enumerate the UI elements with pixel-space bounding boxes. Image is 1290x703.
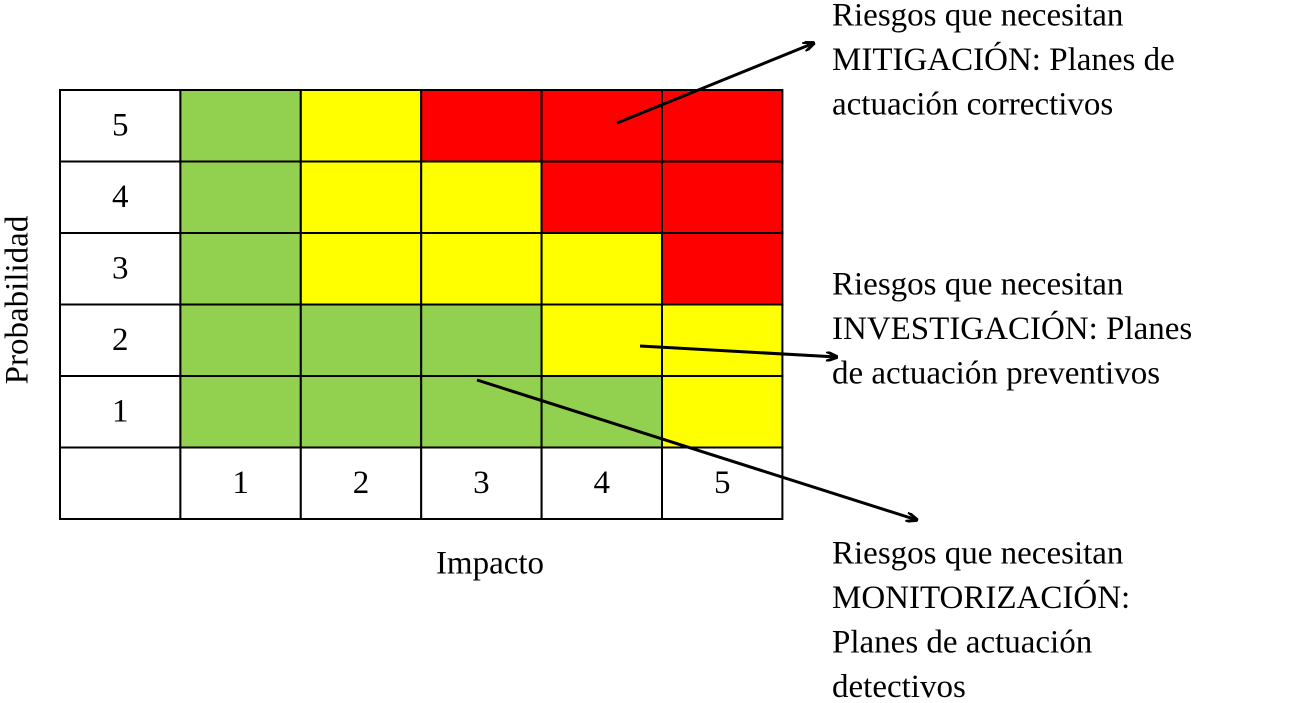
risk-cell	[299, 375, 423, 449]
column-label: 4	[594, 465, 611, 501]
arrow	[639, 344, 837, 357]
annotation-line: MITIGACIÓN: Planes de	[832, 40, 1175, 78]
risk-cell	[540, 89, 663, 163]
annotation-line: detectivos	[832, 669, 966, 703]
risk-cell	[299, 160, 423, 234]
annotations: Riesgos que necesitan MITIGACIÓN: Planes …	[832, 0, 1192, 703]
risk-cell	[661, 160, 784, 234]
y-axis-label: Probabilidad	[0, 215, 36, 384]
row-label: 4	[112, 179, 129, 215]
risk-cell	[299, 89, 423, 163]
risk-cell	[420, 232, 543, 306]
column-label: 5	[714, 465, 731, 501]
arrow	[616, 43, 814, 125]
risk-cell	[540, 375, 663, 449]
risk-cell	[661, 375, 784, 449]
risk-cell	[661, 303, 784, 377]
risk-cell	[420, 160, 543, 234]
annotation-line: MONITORIZACIÓN:	[832, 578, 1130, 616]
annotation-line: de actuación preventivos	[832, 356, 1160, 392]
row-label: 1	[112, 393, 129, 429]
row-label: 2	[112, 322, 129, 358]
risk-cell	[420, 89, 543, 163]
risk-cell	[420, 375, 543, 449]
arrow	[476, 378, 917, 520]
risk-cell	[661, 89, 784, 163]
cell	[59, 446, 182, 520]
column-label: 3	[473, 465, 490, 501]
matrix: 5 4 3 2 1 1 2 3 4 5	[59, 89, 784, 520]
risk-cell	[179, 303, 302, 377]
risk-cell	[179, 160, 302, 234]
column-label: 2	[353, 465, 370, 501]
risk-cell	[420, 303, 543, 377]
column-label: 1	[232, 465, 249, 501]
annotation-line: Riesgos que necesitan	[832, 536, 1123, 572]
risk-cell	[179, 375, 302, 449]
annotation-line: actuación correctivos	[832, 87, 1113, 123]
annotation-line: Riesgos que necesitan	[832, 0, 1123, 34]
cell	[299, 446, 423, 520]
row-label: 5	[112, 107, 129, 143]
annotation-line: INVESTIGACIÓN: Planes	[832, 309, 1192, 347]
risk-cell	[540, 303, 663, 377]
risk-cell	[661, 232, 784, 306]
annotation-line: Planes de actuación	[832, 625, 1092, 661]
row-label: 3	[112, 250, 129, 286]
risk-cell	[299, 232, 423, 306]
cell	[540, 446, 663, 520]
cell	[179, 446, 302, 520]
cell	[59, 89, 182, 163]
risk-cell	[179, 89, 302, 163]
risk-cell	[179, 232, 302, 306]
risk-cell	[540, 160, 663, 234]
risk-cell	[299, 303, 423, 377]
risk-cell	[540, 232, 663, 306]
x-axis-label: Impacto	[436, 546, 544, 582]
cell	[420, 446, 543, 520]
cell	[59, 160, 182, 234]
annotation-line: Riesgos que necesitan	[832, 267, 1123, 303]
